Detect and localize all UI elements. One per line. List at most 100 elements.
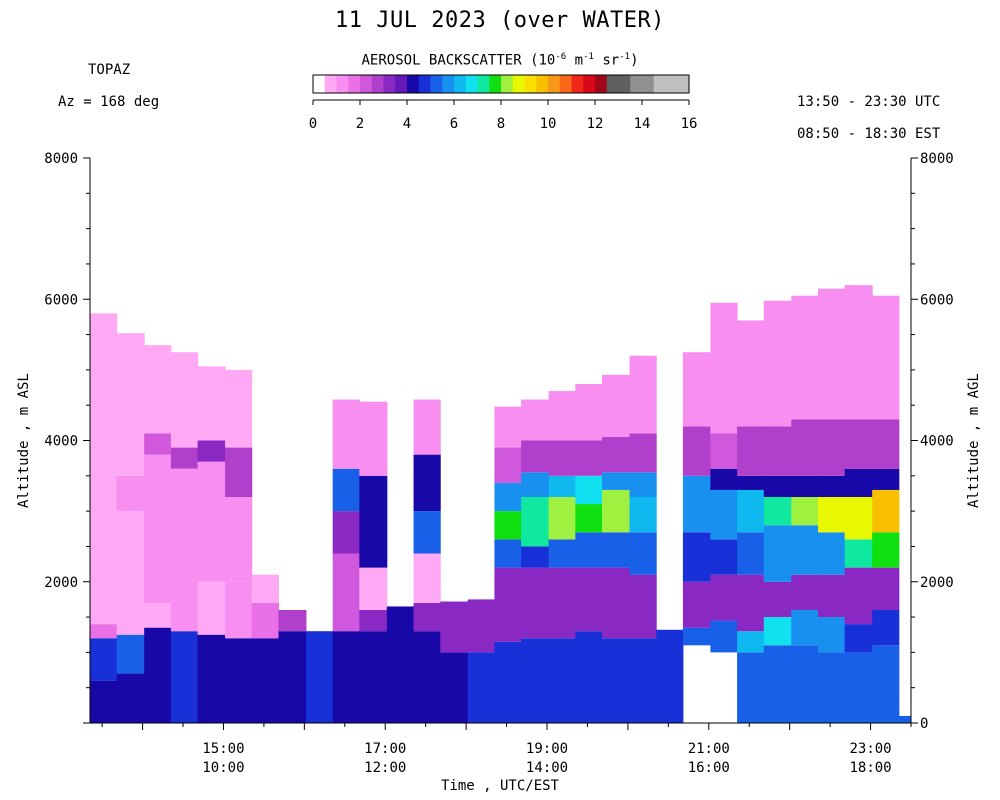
heatmap-cell (494, 406, 522, 448)
heatmap-cell (144, 602, 172, 628)
x-tick-label-est: 16:00 (688, 760, 730, 776)
colorbar-label-prefix: AEROSOL BACKSCATTER (10 (361, 52, 556, 69)
heatmap-cell (521, 440, 550, 473)
heatmap-cell (844, 285, 873, 420)
heatmap-cell (817, 419, 846, 476)
heatmap-cell (548, 475, 576, 497)
heatmap-cell (872, 295, 900, 420)
y-tick-label-left: 6000 (44, 292, 78, 308)
est-range-label: 08:50 - 18:30 EST (797, 126, 941, 142)
colorbar-label: AEROSOL BACKSCATTER (10-6 m-1 sr-1) (0, 52, 1000, 69)
heatmap-cell (763, 426, 792, 476)
heatmap-cell (144, 433, 172, 455)
colorbar-label-exp3: -1 (619, 52, 631, 62)
heatmap-cell (225, 369, 253, 448)
heatmap-cell (251, 602, 279, 639)
heatmap-cell (682, 352, 711, 427)
colorbar-swatch (677, 75, 690, 93)
heatmap-cell (359, 567, 388, 610)
colorbar-swatch (418, 75, 432, 93)
heatmap-cell (710, 574, 738, 621)
x-axis-label: Time , UTC/EST (440, 778, 559, 794)
heatmap-cell (872, 610, 900, 646)
heatmap-cell (90, 680, 118, 723)
y-tick-label-left: 4000 (44, 434, 78, 450)
heatmap-cell (602, 567, 631, 639)
heatmap-cell (872, 468, 900, 490)
heatmap-cell (817, 532, 846, 575)
colorbar-swatch (407, 75, 420, 93)
heatmap-cell (844, 624, 873, 653)
heatmap-cell (791, 475, 819, 497)
x-tick-label-utc: 21:00 (688, 741, 730, 757)
heatmap-cell (602, 638, 631, 723)
heatmap-cell (332, 553, 360, 632)
heatmap-cell (332, 511, 360, 554)
heatmap-cell (844, 497, 873, 540)
heatmap-cell (872, 567, 900, 610)
heatmap-cell (629, 355, 657, 434)
y-axis-label-left: Altitude , m ASL (16, 373, 32, 508)
heatmap-cell (521, 638, 550, 723)
heatmap-cell (575, 504, 603, 533)
x-tick-label-est: 10:00 (202, 760, 244, 776)
colorbar-swatch (653, 75, 667, 93)
heatmap-cell (548, 391, 576, 441)
x-tick-label-utc: 15:00 (202, 741, 244, 757)
x-tick-label-utc: 17:00 (364, 741, 406, 757)
heatmap-cell (629, 532, 657, 575)
heatmap-cell (197, 634, 226, 723)
heatmap-profiles (90, 285, 912, 723)
heatmap-cell (737, 574, 765, 632)
heatmap-cell (791, 295, 819, 420)
heatmap-cell (197, 581, 226, 635)
heatmap-cell (521, 399, 550, 441)
heatmap-cell (710, 468, 738, 490)
heatmap-cell (710, 489, 738, 540)
y-tick-label-right: 6000 (920, 292, 954, 308)
colorbar-swatch (571, 75, 584, 93)
colorbar-swatch (630, 75, 643, 93)
heatmap-cell (872, 532, 900, 568)
heatmap-cell (737, 320, 765, 427)
colorbar-tick-label: 8 (497, 116, 505, 132)
heatmap-cell (413, 454, 441, 512)
heatmap-cell (817, 475, 846, 497)
colorbar-swatch (583, 75, 596, 93)
heatmap-cell (278, 631, 307, 723)
heatmap-cell (791, 497, 819, 526)
azimuth-label: Az = 168 deg (58, 94, 160, 110)
chart-title: 11 JUL 2023 (over WATER) (335, 8, 665, 33)
colorbar-swatch (524, 75, 537, 93)
heatmap-cell (251, 574, 279, 603)
y-tick-label-left: 8000 (44, 151, 78, 167)
heatmap-cell (763, 497, 792, 526)
heatmap-cell (170, 468, 199, 618)
heatmap-cell (521, 546, 550, 568)
heatmap-cell (602, 374, 631, 437)
heatmap-cell (791, 645, 819, 723)
colorbar-swatch (512, 75, 526, 93)
heatmap-cell (170, 352, 199, 448)
heatmap-cell (763, 525, 792, 582)
heatmap-cell (413, 553, 441, 603)
heatmap-cell (763, 300, 792, 427)
colorbar-tick-label: 14 (634, 116, 651, 132)
heatmap-cell (682, 475, 711, 533)
heatmap-cell (197, 366, 226, 441)
heatmap-cell (844, 419, 873, 469)
colorbar-swatch (642, 75, 655, 93)
colorbar-swatch (536, 75, 549, 93)
heatmap-cell (90, 313, 118, 625)
colorbar-swatch (595, 75, 608, 93)
heatmap-cell (575, 532, 603, 568)
heatmap-cell (602, 436, 631, 473)
colorbar-label-exp1: -6 (555, 52, 567, 62)
heatmap-cell (817, 497, 846, 533)
heatmap-cell (791, 610, 819, 646)
colorbar-swatch (489, 75, 502, 93)
heatmap-cell (629, 433, 657, 473)
heatmap-cell (521, 497, 550, 547)
heatmap-cell (521, 567, 550, 639)
heatmap-cell (737, 489, 765, 533)
